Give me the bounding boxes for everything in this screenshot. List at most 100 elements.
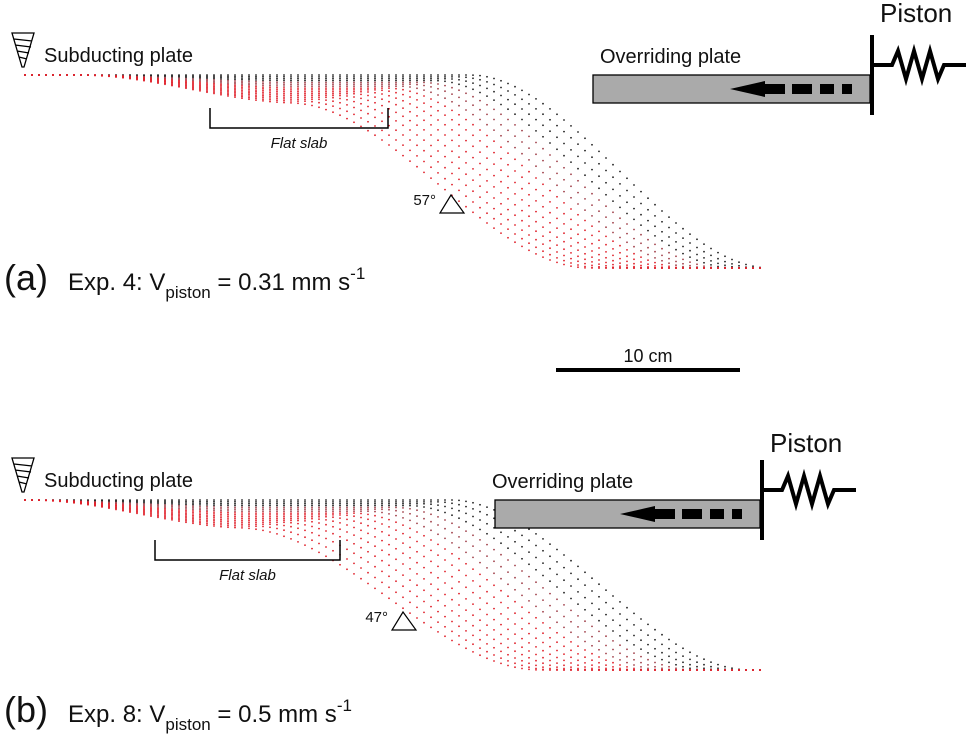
particle [542,657,544,659]
particle [199,510,201,512]
particle [577,260,579,262]
particle [241,79,243,81]
particle [346,519,348,521]
particle [297,80,299,82]
particle [360,578,362,580]
particle [374,85,376,87]
particle [626,267,628,269]
particle [395,83,397,85]
particle [283,507,285,509]
particle [479,119,481,121]
particle [283,74,285,76]
particle [241,512,243,514]
particle [507,187,509,189]
particle [255,503,257,505]
particle [605,157,607,159]
particle [640,669,642,671]
particle [591,156,593,158]
particle [234,516,236,518]
particle [570,258,572,260]
particle [430,561,432,563]
particle [255,94,257,96]
particle [612,260,614,262]
push-arrow-dash [765,84,785,94]
particle [143,80,145,82]
particle [591,653,593,655]
particle [479,163,481,165]
particle [80,503,82,505]
particle [220,94,222,96]
particle [528,623,530,625]
particle [346,99,348,101]
particle [318,508,320,510]
particle [318,552,320,554]
particle [395,97,397,99]
particle [493,119,495,121]
particle [710,661,712,663]
particle [353,520,355,522]
particle [563,202,565,204]
particle [423,501,425,503]
particle [458,97,460,99]
particle [745,669,747,671]
particle [409,82,411,84]
particle [409,508,411,510]
particle [430,134,432,136]
particle [346,74,348,76]
particle [724,669,726,671]
particle [353,89,355,91]
particle [297,508,299,510]
particle [402,585,404,587]
particle [437,78,439,80]
particle [500,663,502,665]
particle [500,80,502,82]
particle [654,257,656,259]
particle [283,525,285,527]
particle [605,659,607,661]
particle [444,512,446,514]
particle [255,91,257,93]
particle [388,82,390,84]
particle [409,120,411,122]
particle [325,512,327,514]
particle [465,575,467,577]
particle [577,180,579,182]
particle [717,252,719,254]
particle [591,256,593,258]
particle [633,184,635,186]
particle [199,507,201,509]
particle [269,531,271,533]
particle [402,517,404,519]
particle [570,656,572,658]
particle [318,518,320,520]
particle [493,654,495,656]
particle [507,129,509,131]
particle [591,243,593,245]
particle [220,515,222,517]
particle [605,645,607,647]
particle [318,83,320,85]
particle [66,74,68,76]
particle [528,171,530,173]
particle [472,534,474,536]
particle [493,572,495,574]
particle [276,512,278,514]
particle [444,499,446,501]
particle [318,510,320,512]
particle [472,580,474,582]
particle [458,581,460,583]
particle [584,649,586,651]
particle [367,85,369,87]
particle [360,567,362,569]
particle [325,103,327,105]
particle [409,612,411,614]
particle [493,218,495,220]
particle [661,667,663,669]
particle [423,78,425,80]
particle [346,118,348,120]
particle [514,124,516,126]
particle [521,90,523,92]
particle [290,96,292,98]
particle [262,81,264,83]
particle [598,163,600,165]
